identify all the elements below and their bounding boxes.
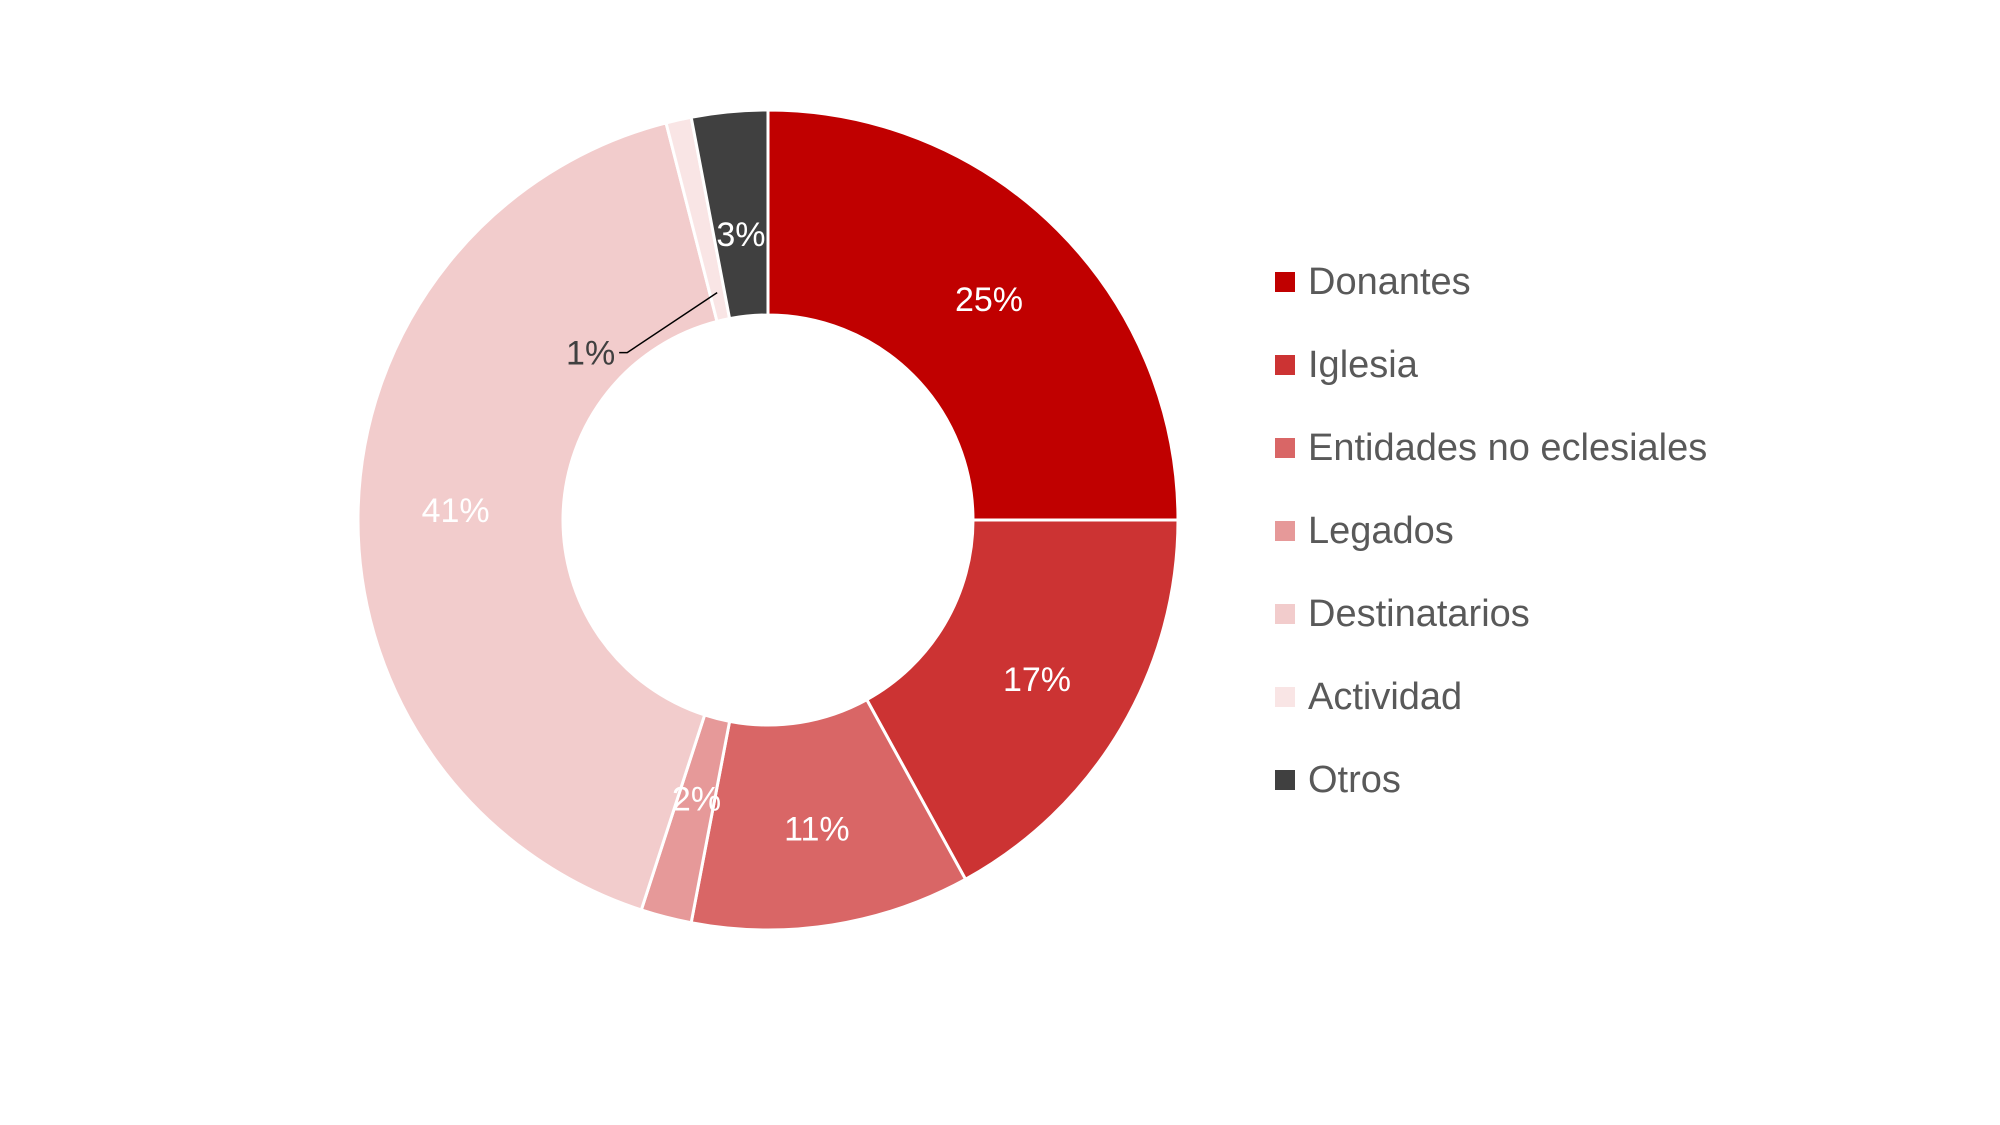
slice-iglesia xyxy=(864,518,1180,882)
legend-item-otros: Otros xyxy=(1275,738,1925,821)
legend: Donantes Iglesia Entidades no eclesiales Le… xyxy=(1275,240,1925,821)
slice-entidades-no-eclesiales xyxy=(689,697,968,932)
legend-swatch xyxy=(1275,520,1295,541)
legend-item-actividad: Actividad xyxy=(1275,655,1925,738)
legend-label: Actividad xyxy=(1308,675,1463,718)
data-label-iglesia: 17% xyxy=(1003,661,1071,699)
data-label-destinatarios: 41% xyxy=(422,492,490,530)
data-label-legados: 2% xyxy=(672,780,721,818)
slice-destinatarios xyxy=(356,121,719,912)
leader-line-actividad xyxy=(619,291,718,354)
legend-swatch xyxy=(1275,437,1295,458)
legend-swatch xyxy=(1275,769,1295,790)
legend-label: Donantes xyxy=(1308,260,1471,303)
slice-otros xyxy=(689,108,770,321)
legend-item-destinatarios: Destinatarios xyxy=(1275,572,1925,655)
legend-swatch xyxy=(1275,686,1295,707)
data-label-actividad: 1% xyxy=(566,335,615,373)
slice-donantes xyxy=(766,108,1180,522)
legend-item-entidades-no-eclesiales: Entidades no eclesiales xyxy=(1275,406,1925,489)
legend-swatch xyxy=(1275,603,1295,624)
legend-label: Legados xyxy=(1308,509,1454,552)
legend-swatch xyxy=(1275,271,1295,292)
legend-label: Destinatarios xyxy=(1308,592,1530,635)
data-label-entidades-no-eclesiales: 11% xyxy=(784,811,850,849)
legend-label: Entidades no eclesiales xyxy=(1308,426,1708,469)
legend-swatch xyxy=(1275,354,1295,375)
legend-label: Otros xyxy=(1308,758,1401,801)
legend-item-donantes: Donantes xyxy=(1275,240,1925,323)
legend-item-legados: Legados xyxy=(1275,489,1925,572)
legend-label: Iglesia xyxy=(1308,343,1418,386)
data-label-donantes: 25% xyxy=(955,281,1023,319)
data-label-otros: 3% xyxy=(716,216,765,254)
legend-item-iglesia: Iglesia xyxy=(1275,323,1925,406)
